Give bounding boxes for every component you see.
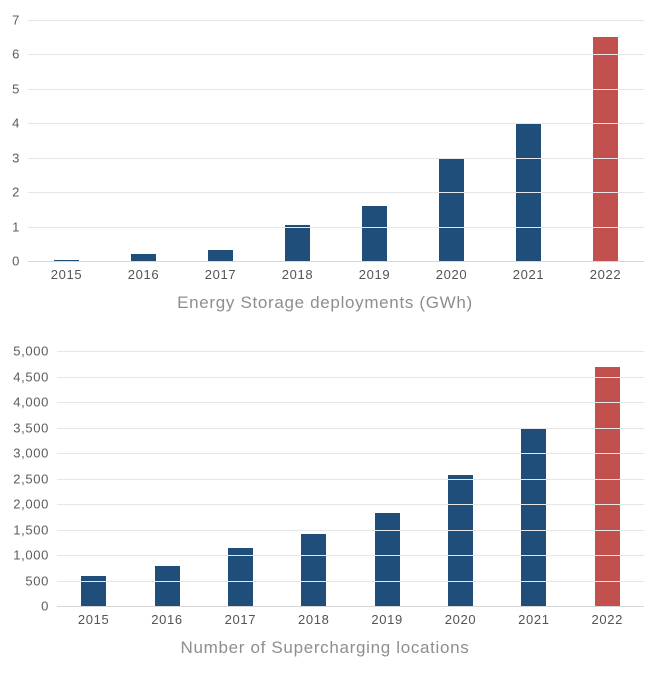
gridline — [28, 261, 644, 262]
x-axis-label: 2020 — [435, 267, 468, 282]
x-axis-label: 2016 — [127, 267, 160, 282]
x-axis-label: 2015 — [50, 267, 83, 282]
supercharging-plot-wrap: 0 500 1,000 1,500 2,000 2,500 3,000 3,500 4,000 4… — [0, 344, 650, 614]
y-tick-label: 1,500 — [13, 522, 49, 537]
energy-storage-x-axis: 2015 2016 2017 2018 2019 2020 2021 2022 — [28, 267, 644, 282]
y-tick-label: 4,500 — [13, 369, 49, 384]
y-tick-label: 5 — [12, 81, 20, 97]
y-tick-label: 0 — [41, 598, 49, 614]
gridline — [28, 88, 644, 90]
x-axis-label: 2017 — [204, 267, 237, 282]
x-axis-label: 2020 — [444, 612, 477, 627]
y-tick-label: 6 — [12, 46, 20, 62]
x-axis-label: 2019 — [358, 267, 391, 282]
bar-slot-2018 — [259, 20, 336, 261]
y-tick-label: 3,000 — [13, 445, 49, 461]
y-tick-label: 3,500 — [13, 420, 49, 435]
energy-storage-plot-area — [28, 20, 644, 262]
bar-slot-2017 — [204, 351, 277, 606]
gridline — [57, 351, 644, 352]
bar-slot-2016 — [105, 20, 182, 261]
bar-slot-2022 — [567, 20, 644, 261]
bar-2017 — [208, 249, 233, 261]
y-tick-label: 3 — [12, 150, 20, 166]
bar-slot-2019 — [336, 20, 413, 261]
gridline — [28, 54, 644, 56]
supercharging-plot-area — [57, 351, 644, 607]
bar-2019 — [362, 205, 387, 261]
x-axis-label: 2022 — [589, 267, 622, 282]
bar-2022 — [593, 37, 618, 261]
gridline — [28, 226, 644, 228]
gridline — [57, 376, 644, 378]
y-tick-label: 2 — [12, 184, 20, 200]
gridline — [57, 478, 644, 480]
bar-2018 — [301, 533, 327, 606]
y-tick-label: 4 — [12, 115, 20, 131]
bar-2016 — [131, 254, 156, 261]
bar-2017 — [227, 548, 253, 606]
gridline — [57, 402, 644, 403]
gridline — [57, 529, 644, 531]
x-axis-label: 2015 — [77, 612, 110, 627]
gridline — [28, 20, 644, 21]
gridline — [57, 504, 644, 505]
bar-slot-2020 — [413, 20, 490, 261]
y-tick-label: 1,000 — [13, 547, 49, 563]
y-tick-label: 7 — [12, 12, 20, 28]
y-tick-label: 0 — [12, 253, 20, 269]
energy-storage-bars — [28, 20, 644, 261]
gridline — [57, 555, 644, 556]
y-tick-label: 2,500 — [13, 471, 49, 486]
energy-storage-plot-wrap: 0 1 2 3 4 5 6 7 — [0, 13, 650, 269]
x-axis-label: 2018 — [298, 612, 330, 627]
bar-2016 — [154, 565, 180, 606]
gridline — [57, 606, 644, 607]
x-axis-label: 2021 — [518, 612, 550, 627]
bar-slot-2020 — [424, 351, 497, 606]
bar-slot-2021 — [497, 351, 570, 606]
bar-slot-2017 — [182, 20, 259, 261]
y-tick-label: 4,000 — [13, 394, 49, 410]
bar-slot-2015 — [28, 20, 105, 261]
energy-storage-chart-title: Energy Storage deployments (GWh) — [177, 293, 473, 312]
bar-slot-2022 — [571, 351, 644, 606]
x-axis-label: 2019 — [371, 612, 403, 627]
gridline — [57, 453, 644, 454]
supercharging-x-axis: 2015 2016 2017 2018 2019 2020 2021 2022 — [57, 612, 644, 627]
y-tick-label: 2,000 — [13, 496, 49, 512]
supercharging-bars — [57, 351, 644, 606]
bar-2021 — [521, 428, 547, 606]
gridline — [57, 427, 644, 429]
y-tick-label: 1 — [12, 219, 20, 235]
bar-2018 — [285, 225, 310, 261]
supercharging-chart: 0 500 1,000 1,500 2,000 2,500 3,000 3,500 4,000 4… — [0, 313, 650, 658]
supercharging-chart-title: Number of Supercharging locations — [180, 638, 470, 657]
y-tick-label: 500 — [25, 573, 49, 588]
x-axis-label: 2016 — [151, 612, 183, 627]
bar-slot-2016 — [130, 351, 203, 606]
x-axis-label: 2017 — [224, 612, 257, 627]
gridline — [28, 123, 644, 125]
bar-2022 — [594, 367, 620, 606]
gridline — [28, 157, 644, 159]
bar-2019 — [374, 513, 400, 606]
gridline — [57, 580, 644, 582]
x-axis-label: 2018 — [281, 267, 314, 282]
bar-slot-2019 — [351, 351, 424, 606]
bar-2020 — [439, 157, 464, 261]
bar-slot-2021 — [490, 20, 567, 261]
bar-slot-2018 — [277, 351, 350, 606]
x-axis-label: 2022 — [591, 612, 624, 627]
energy-storage-chart: 0 1 2 3 4 5 6 7 2015 2016 2017 2018 2019 2020 2021 202… — [0, 0, 650, 313]
supercharging-y-axis: 0 500 1,000 1,500 2,000 2,500 3,000 3,500 4,000 4… — [0, 344, 49, 614]
gridline — [28, 192, 644, 194]
y-tick-label: 5,000 — [13, 343, 49, 359]
bar-2015 — [54, 260, 79, 261]
energy-storage-y-axis: 0 1 2 3 4 5 6 7 — [0, 13, 20, 269]
bar-2020 — [448, 475, 474, 606]
x-axis-label: 2021 — [512, 267, 545, 282]
